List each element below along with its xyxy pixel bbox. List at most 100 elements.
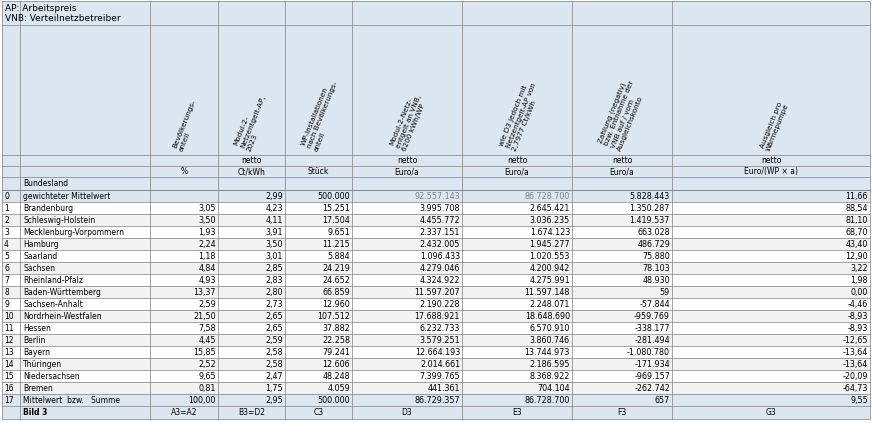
Bar	[2, 298, 870, 310]
Text: 4.200.942: 4.200.942	[529, 264, 570, 272]
Text: 2,59: 2,59	[265, 335, 283, 344]
Text: 12.960: 12.960	[323, 299, 350, 308]
Text: 86.729.357: 86.729.357	[414, 396, 460, 404]
Text: 3,01: 3,01	[266, 252, 283, 261]
Text: Hamburg: Hamburg	[23, 239, 58, 248]
Text: 12,90: 12,90	[845, 252, 868, 261]
Text: Modul-2-Netz-
entgelt an VNB,
6200 kWh/WP: Modul-2-Netz- entgelt an VNB, 6200 kWh/W…	[388, 92, 428, 152]
Text: 3,91: 3,91	[265, 228, 283, 236]
Text: Ausgleich pro
Wärmepumpe: Ausgleich pro Wärmepumpe	[759, 100, 790, 152]
Text: 14: 14	[4, 360, 14, 368]
Text: 2.248.071: 2.248.071	[529, 299, 570, 308]
Text: Mittelwert  bzw.   Summe: Mittelwert bzw. Summe	[23, 396, 120, 404]
Text: 5.884: 5.884	[327, 252, 350, 261]
Text: 15.251: 15.251	[322, 203, 350, 212]
Text: -20,09: -20,09	[842, 371, 868, 381]
Text: 6.570.910: 6.570.910	[529, 324, 570, 332]
Text: 81,10: 81,10	[846, 215, 868, 225]
Text: 4.059: 4.059	[327, 384, 350, 393]
Text: 1.419.537: 1.419.537	[630, 215, 670, 225]
Bar	[2, 406, 870, 419]
Text: 22.258: 22.258	[322, 335, 350, 344]
Text: 3: 3	[4, 228, 9, 236]
Bar	[2, 166, 870, 177]
Text: 86.728.700: 86.728.700	[525, 192, 570, 201]
Text: 0,81: 0,81	[199, 384, 216, 393]
Text: 0,00: 0,00	[850, 288, 868, 297]
Text: 4.324.922: 4.324.922	[419, 275, 460, 285]
Bar	[2, 394, 870, 406]
Text: 4,23: 4,23	[265, 203, 283, 212]
Text: Stück: Stück	[308, 167, 330, 176]
Text: 704.104: 704.104	[537, 384, 570, 393]
Text: 37.882: 37.882	[323, 324, 350, 332]
Bar	[2, 286, 870, 298]
Text: 48.930: 48.930	[643, 275, 670, 285]
Text: Berlin: Berlin	[23, 335, 45, 344]
Text: 2,65: 2,65	[265, 311, 283, 321]
Text: -64,73: -64,73	[842, 384, 868, 393]
Text: Bundesland: Bundesland	[23, 179, 68, 188]
Text: Thüringen: Thüringen	[23, 360, 62, 368]
Text: 7: 7	[4, 275, 9, 285]
Bar	[2, 250, 870, 262]
Text: 2.014.661: 2.014.661	[420, 360, 460, 368]
Text: 4.279.046: 4.279.046	[419, 264, 460, 272]
Text: 2,59: 2,59	[198, 299, 216, 308]
Text: Euro/a: Euro/a	[505, 167, 529, 176]
Text: Bayern: Bayern	[23, 348, 50, 357]
Text: 663.028: 663.028	[637, 228, 670, 236]
Text: 7,58: 7,58	[198, 324, 216, 332]
Text: 3.860.746: 3.860.746	[530, 335, 570, 344]
Text: 2,85: 2,85	[265, 264, 283, 272]
Text: 2,83: 2,83	[265, 275, 283, 285]
Text: 4: 4	[4, 239, 9, 248]
Text: Ct/kWh: Ct/kWh	[237, 167, 265, 176]
Text: 441.361: 441.361	[427, 384, 460, 393]
Text: 9.651: 9.651	[327, 228, 350, 236]
Text: 2,65: 2,65	[265, 324, 283, 332]
Text: Sachsen-Anhalt: Sachsen-Anhalt	[23, 299, 83, 308]
Text: %: %	[181, 167, 187, 176]
Text: -281.494: -281.494	[634, 335, 670, 344]
Text: 9,65: 9,65	[198, 371, 216, 381]
Text: D3: D3	[402, 408, 412, 417]
Text: 12.606: 12.606	[323, 360, 350, 368]
Text: 59: 59	[660, 288, 670, 297]
Bar	[2, 262, 870, 274]
Text: 2,73: 2,73	[265, 299, 283, 308]
Text: Modul-2-
Netzentgelt-AP,
2023: Modul-2- Netzentgelt-AP, 2023	[233, 92, 273, 152]
Text: -171.934: -171.934	[634, 360, 670, 368]
Text: 100,00: 100,00	[188, 396, 216, 404]
Text: 1,18: 1,18	[199, 252, 216, 261]
Text: 2,95: 2,95	[265, 396, 283, 404]
Text: 657: 657	[655, 396, 670, 404]
Text: 2,58: 2,58	[265, 360, 283, 368]
Bar	[2, 334, 870, 346]
Text: 3,50: 3,50	[199, 215, 216, 225]
Text: 13.744.973: 13.744.973	[525, 348, 570, 357]
Text: 2,80: 2,80	[265, 288, 283, 297]
Bar	[2, 177, 870, 190]
Text: 17.504: 17.504	[323, 215, 350, 225]
Bar	[2, 155, 870, 166]
Text: 2.337.151: 2.337.151	[419, 228, 460, 236]
Text: 9: 9	[4, 299, 9, 308]
Text: 4.275.991: 4.275.991	[529, 275, 570, 285]
Text: 86.728.700: 86.728.700	[525, 396, 570, 404]
Text: -8,93: -8,93	[848, 324, 868, 332]
Text: -13,64: -13,64	[842, 348, 868, 357]
Text: 3.579.251: 3.579.251	[419, 335, 460, 344]
Text: 2,52: 2,52	[198, 360, 216, 368]
Text: 16: 16	[4, 384, 14, 393]
Text: 79.241: 79.241	[322, 348, 350, 357]
Text: Bevölkerungs-
anteil: Bevölkerungs- anteil	[172, 99, 203, 152]
Text: 17.688.921: 17.688.921	[414, 311, 460, 321]
Text: 7.399.765: 7.399.765	[419, 371, 460, 381]
Text: 24.219: 24.219	[322, 264, 350, 272]
Text: 78.103: 78.103	[643, 264, 670, 272]
Text: 17: 17	[4, 396, 14, 404]
Text: Brandenburg: Brandenburg	[23, 203, 73, 212]
Text: 3.995.708: 3.995.708	[419, 203, 460, 212]
Text: Baden-Württemberg: Baden-Württemberg	[23, 288, 101, 297]
